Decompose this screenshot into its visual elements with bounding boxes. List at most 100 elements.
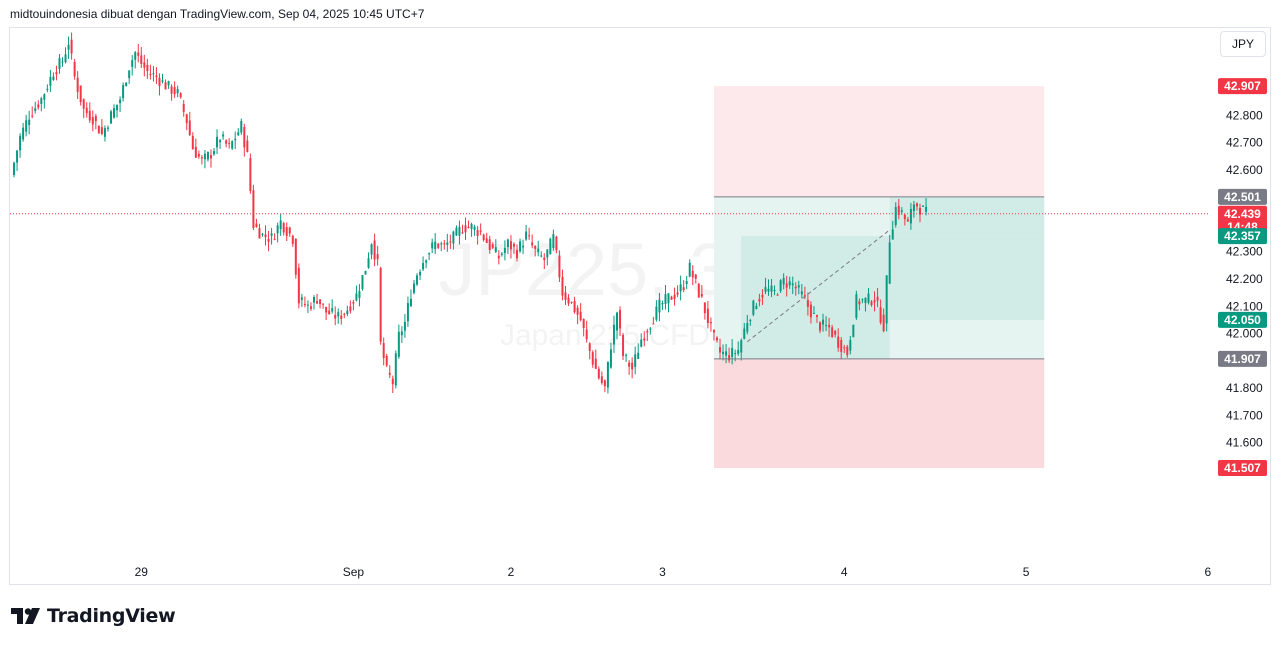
candle-body — [549, 238, 552, 255]
candle — [167, 80, 170, 89]
price-badge-bg — [1218, 350, 1267, 367]
candle-body — [322, 303, 325, 305]
candle-body — [664, 294, 667, 304]
candle — [319, 299, 322, 309]
candle — [422, 256, 425, 272]
candle-body — [840, 339, 843, 352]
candle-body — [709, 322, 712, 324]
time-axis[interactable]: 29 Sep 2 3 4 5 6 — [135, 565, 1212, 579]
price-badge-bg — [1218, 311, 1267, 328]
candle — [400, 326, 403, 343]
candle — [749, 318, 752, 326]
candle-body — [773, 289, 776, 291]
candle — [815, 314, 818, 323]
candle — [428, 252, 431, 261]
candle — [670, 295, 673, 300]
candle-body — [703, 302, 706, 314]
candle-body — [170, 86, 173, 94]
candle — [222, 131, 225, 140]
candle-body — [291, 235, 294, 244]
candle-body — [140, 55, 143, 65]
candle — [682, 280, 685, 293]
candle-body — [925, 206, 928, 212]
candle — [61, 57, 64, 67]
candle-body — [519, 241, 522, 252]
currency-selector[interactable]: JPY — [1220, 31, 1266, 57]
candle-body — [222, 134, 225, 137]
candle — [546, 249, 549, 266]
candle-body — [831, 327, 834, 337]
candle — [840, 336, 843, 360]
candle-body — [176, 88, 179, 94]
candle — [785, 275, 788, 297]
candle-body — [273, 239, 276, 241]
candle — [179, 92, 182, 99]
candle — [825, 316, 828, 332]
price-badge-bg — [1218, 460, 1267, 477]
candle-body — [409, 298, 412, 307]
candle — [252, 184, 255, 230]
candle-body — [867, 293, 870, 303]
price-badge-bg — [1218, 228, 1267, 245]
candle — [137, 43, 140, 63]
candle-body — [134, 52, 137, 60]
candle — [555, 235, 558, 254]
candle — [609, 342, 612, 369]
candle-body — [282, 223, 285, 233]
candle-body — [528, 235, 531, 237]
candle — [58, 53, 61, 74]
candle — [31, 106, 34, 119]
candle — [728, 347, 731, 363]
candle — [725, 343, 728, 364]
candle — [279, 213, 282, 236]
candle-body — [715, 337, 718, 341]
price-axis[interactable]: 42.80042.70042.60042.30042.20042.10042.0… — [1226, 108, 1263, 449]
candle — [528, 227, 531, 240]
candle-body — [364, 270, 367, 275]
candle-body — [355, 293, 358, 301]
candle-body — [612, 324, 615, 345]
candle-body — [806, 300, 809, 307]
candle-body — [506, 239, 509, 248]
candle — [131, 55, 134, 76]
candle-body — [25, 120, 28, 132]
candle — [170, 84, 173, 101]
candle — [476, 225, 479, 245]
candle — [625, 353, 628, 362]
candle-body — [837, 336, 840, 348]
candle — [88, 102, 91, 123]
candle — [882, 308, 885, 333]
candle-body — [328, 310, 331, 315]
candle — [691, 265, 694, 286]
time-tick-label: 2 — [508, 565, 515, 579]
price-badge: 41.507 — [1218, 460, 1267, 477]
candle — [755, 303, 758, 310]
tradingview-logo[interactable]: TradingView — [11, 603, 176, 629]
candle-body — [537, 248, 540, 253]
candle — [458, 220, 461, 245]
candle-body — [752, 300, 755, 315]
candle — [28, 110, 31, 135]
candle — [13, 161, 16, 178]
candle-body — [237, 132, 240, 136]
candle — [752, 299, 755, 317]
candle — [606, 361, 609, 394]
candle — [788, 276, 791, 289]
candle-body — [876, 296, 879, 301]
chart-pane[interactable] — [9, 27, 1271, 585]
candle — [837, 328, 840, 352]
candle-body — [488, 239, 491, 250]
time-tick-label: 5 — [1023, 565, 1030, 579]
candle — [679, 275, 682, 301]
candle — [425, 259, 428, 269]
trade-path-line — [746, 229, 891, 343]
price-tick-label: 42.600 — [1226, 163, 1263, 177]
candle — [455, 225, 458, 236]
short-position-tool[interactable] — [713, 86, 1045, 469]
candle — [570, 301, 573, 304]
candle-body — [843, 347, 846, 349]
candle — [103, 125, 106, 142]
candle — [791, 276, 794, 295]
candle — [834, 329, 837, 338]
